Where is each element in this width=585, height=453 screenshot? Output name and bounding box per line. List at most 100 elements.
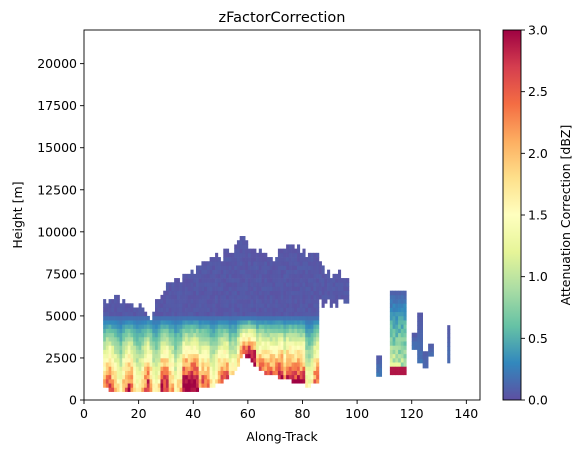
- heatmap-cell: [269, 290, 273, 296]
- heatmap-cell: [305, 320, 309, 325]
- heatmap-cell: [247, 265, 251, 270]
- heatmap-cell: [193, 311, 197, 317]
- heatmap-cell: [212, 265, 216, 270]
- heatmap-cell: [212, 345, 216, 350]
- heatmap-cell: [114, 315, 118, 321]
- heatmap-cell: [242, 265, 246, 270]
- heatmap-cell: [256, 252, 260, 258]
- heatmap-cell: [223, 324, 227, 329]
- heatmap-cell: [195, 294, 200, 300]
- heatmap-cell: [130, 362, 134, 367]
- x-tick-label: 0: [80, 406, 88, 421]
- heatmap-cell: [264, 341, 268, 346]
- heatmap-cell: [258, 332, 262, 338]
- heatmap-cell: [185, 387, 189, 392]
- heatmap-cell: [171, 336, 175, 342]
- heatmap-cell: [144, 345, 148, 350]
- heatmap-cell: [176, 349, 180, 355]
- heatmap-cell: [204, 328, 208, 334]
- heatmap-cell: [212, 303, 216, 308]
- heatmap-cell: [395, 362, 399, 367]
- heatmap-cell: [316, 336, 320, 342]
- heatmap-cell: [299, 332, 303, 338]
- heatmap-cell: [228, 265, 232, 270]
- heatmap-cell: [302, 303, 306, 308]
- heatmap-cell: [130, 303, 134, 308]
- heatmap-cell: [209, 303, 213, 308]
- heatmap-cell: [193, 290, 197, 296]
- heatmap-cell: [395, 345, 399, 350]
- heatmap-cell: [400, 299, 404, 304]
- heatmap-cell: [288, 299, 292, 304]
- heatmap-cell: [346, 286, 350, 292]
- heatmap-cell: [231, 303, 235, 308]
- heatmap-cell: [105, 332, 109, 338]
- heatmap-cell: [297, 282, 301, 287]
- heatmap-cell: [108, 341, 112, 346]
- heatmap-cell: [299, 362, 303, 367]
- heatmap-cell: [171, 311, 175, 317]
- heatmap-cell: [124, 303, 129, 308]
- heatmap-cell: [256, 341, 260, 346]
- heatmap-cell: [223, 349, 227, 355]
- heatmap-cell: [310, 332, 314, 338]
- heatmap-cell: [141, 362, 145, 367]
- heatmap-cell: [217, 257, 221, 262]
- heatmap-cell: [185, 366, 189, 371]
- heatmap-cell: [253, 269, 257, 275]
- heatmap-cell: [389, 324, 393, 329]
- heatmap-cell: [116, 362, 120, 367]
- heatmap-cell: [258, 248, 262, 254]
- heatmap-cell: [157, 336, 161, 342]
- heatmap-cell: [105, 311, 109, 317]
- heatmap-cell: [176, 328, 180, 334]
- heatmap-cell: [236, 349, 241, 355]
- heatmap-cell: [264, 273, 268, 279]
- heatmap-cell: [209, 349, 213, 355]
- heatmap-cell: [400, 324, 404, 329]
- heatmap-cell: [261, 315, 265, 321]
- heatmap-cell: [165, 324, 170, 329]
- heatmap-cell: [209, 294, 213, 300]
- heatmap-cell: [335, 278, 339, 283]
- heatmap-cell: [204, 362, 208, 367]
- heatmap-cell: [231, 315, 235, 321]
- heatmap-cell: [171, 374, 175, 380]
- heatmap-cell: [318, 278, 322, 283]
- heatmap-cell: [204, 383, 208, 388]
- heatmap-cell: [283, 345, 287, 350]
- heatmap-cell: [195, 307, 200, 313]
- heatmap-cell: [272, 290, 276, 296]
- heatmap-cell: [316, 290, 320, 296]
- heatmap-cell: [108, 311, 112, 317]
- heatmap-cell: [400, 328, 404, 334]
- heatmap-cell: [313, 299, 317, 304]
- heatmap-cell: [283, 286, 287, 292]
- heatmap-cell: [190, 324, 194, 329]
- heatmap-cell: [138, 311, 142, 317]
- heatmap-cell: [223, 278, 227, 283]
- heatmap-cell: [340, 282, 344, 287]
- heatmap-cell: [280, 303, 284, 308]
- heatmap-cell: [310, 290, 314, 296]
- heatmap-cell: [250, 345, 254, 350]
- heatmap-cell: [272, 366, 276, 371]
- heatmap-cell: [269, 357, 273, 363]
- heatmap-cell: [256, 345, 260, 350]
- heatmap-cell: [392, 336, 396, 342]
- heatmap-cell: [103, 353, 107, 359]
- heatmap-cell: [250, 282, 254, 287]
- heatmap-cell: [209, 261, 213, 266]
- heatmap-cell: [419, 358, 423, 364]
- heatmap-cell: [157, 311, 161, 317]
- heatmap-cell: [179, 345, 183, 350]
- heatmap-cell: [163, 345, 167, 350]
- heatmap-cell: [212, 261, 216, 266]
- heatmap-cell: [324, 299, 328, 304]
- heatmap-cell: [195, 383, 200, 388]
- heatmap-cell: [116, 320, 120, 325]
- heatmap-cell: [187, 341, 191, 346]
- heatmap-cell: [114, 311, 118, 317]
- heatmap-cell: [198, 383, 202, 388]
